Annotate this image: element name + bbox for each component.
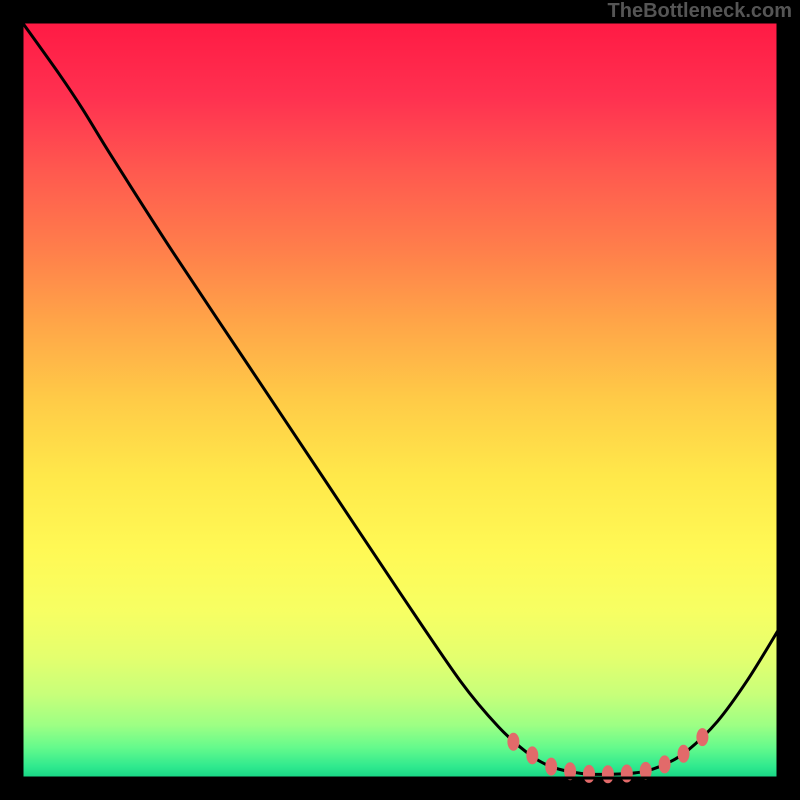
marker-point xyxy=(507,733,519,751)
marker-point xyxy=(526,746,538,764)
marker-point xyxy=(621,764,633,782)
marker-point xyxy=(696,728,708,746)
marker-point xyxy=(583,765,595,783)
marker-point xyxy=(545,758,557,776)
plot-background xyxy=(22,22,778,778)
bottleneck-chart xyxy=(0,0,800,800)
marker-point xyxy=(602,765,614,783)
marker-point xyxy=(659,755,671,773)
marker-point xyxy=(678,745,690,763)
chart-container: TheBottleneck.com xyxy=(0,0,800,800)
